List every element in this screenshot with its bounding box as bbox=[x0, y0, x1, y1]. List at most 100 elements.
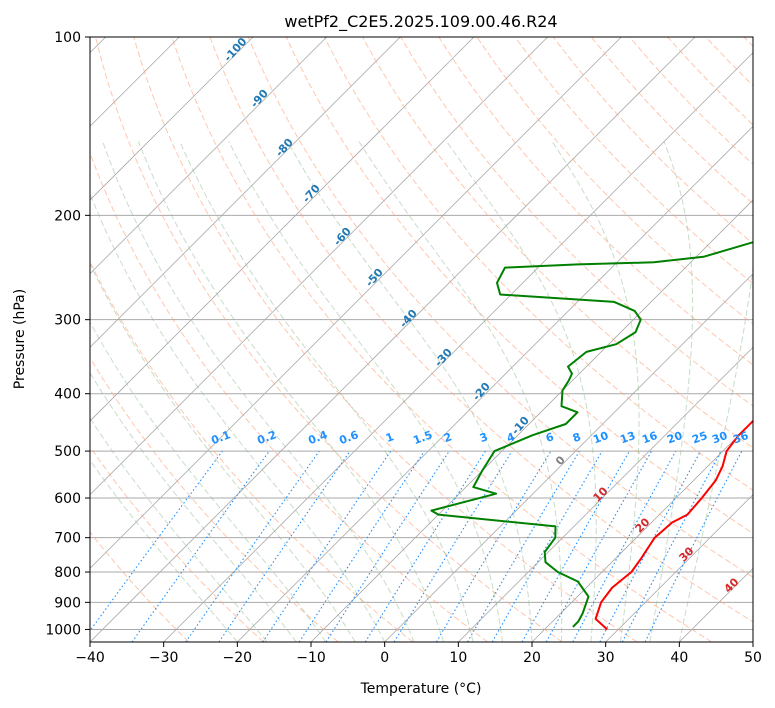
moist-adiabat bbox=[649, 141, 694, 642]
isotherm-gridline bbox=[163, 52, 753, 642]
mixing-ratio-label: 4 bbox=[505, 430, 517, 445]
isotherm-gridline bbox=[384, 273, 753, 642]
mixing-ratio-line bbox=[185, 450, 320, 642]
y-tick-label: 300 bbox=[54, 313, 81, 329]
mixing-ratio-line bbox=[325, 450, 450, 642]
moist-adiabat bbox=[90, 192, 386, 642]
y-tick-label: 600 bbox=[54, 491, 81, 507]
isotherm-gridline bbox=[90, 37, 548, 496]
x-tick-label: −40 bbox=[75, 650, 105, 666]
mixing-ratio-label: 1.5 bbox=[411, 428, 434, 447]
isotherm-gridline bbox=[90, 37, 401, 348]
x-tick-label: 30 bbox=[597, 650, 615, 666]
dry-adiabat-label: -90 bbox=[248, 87, 271, 111]
dry-adiabat bbox=[438, 37, 753, 366]
moist-adiabat bbox=[358, 141, 563, 642]
moist-adiabat bbox=[90, 262, 356, 642]
mixing-ratio-label: 20 bbox=[665, 429, 684, 447]
x-tick-label: 20 bbox=[523, 650, 541, 666]
x-axis: −40 −30 −20 −10 0 10 20 30 40 50 bbox=[75, 642, 762, 666]
mixing-ratio-line bbox=[262, 450, 392, 642]
mixing-ratio-label: 1 bbox=[384, 430, 396, 445]
y-tick-label: 800 bbox=[54, 565, 81, 581]
moist-adiabat-label: 30 bbox=[677, 544, 697, 564]
y-tick-label: 400 bbox=[54, 387, 81, 403]
mixing-ratio-label: 0.2 bbox=[255, 428, 278, 447]
dry-adiabat bbox=[743, 37, 753, 47]
dry-adiabat-label: -40 bbox=[397, 307, 420, 331]
mixing-ratio-label: 6 bbox=[544, 430, 556, 445]
y-tick-label: 1000 bbox=[45, 622, 81, 638]
isotherm-gridline bbox=[605, 494, 753, 642]
grid-layer bbox=[90, 37, 753, 642]
dry-adiabat-label: -20 bbox=[470, 380, 493, 404]
dry-adiabat bbox=[90, 151, 488, 642]
y-axis-title: Pressure (hPa) bbox=[12, 289, 28, 389]
moist-adiabat bbox=[179, 141, 474, 642]
mixing-ratio-line bbox=[131, 450, 270, 642]
mixing-ratio-label: 36 bbox=[731, 429, 750, 447]
dry-adiabat bbox=[90, 445, 264, 642]
y-tick-label: 100 bbox=[54, 30, 81, 46]
mixing-ratio-line bbox=[90, 450, 223, 632]
mixing-ratio-line bbox=[218, 450, 351, 642]
moist-adiabat bbox=[678, 264, 753, 642]
moist-adiabat bbox=[137, 141, 445, 642]
dry-adiabat bbox=[400, 37, 753, 407]
dry-adiabat-label: 0 bbox=[553, 453, 568, 468]
isotherm-gridline bbox=[90, 37, 475, 422]
series-layer bbox=[430, 241, 753, 631]
dry-adiabat bbox=[705, 37, 753, 87]
dry-adiabat-label: -80 bbox=[273, 136, 296, 160]
dry-adiabat bbox=[90, 531, 190, 642]
moist-adiabat bbox=[446, 141, 597, 642]
moist-adiabat-label: 10 bbox=[591, 484, 611, 504]
chart-title: wetPf2_C2E5.2025.109.00.46.R24 bbox=[284, 12, 557, 32]
mixing-ratio-label: 16 bbox=[640, 429, 659, 447]
moist-adiabat bbox=[287, 141, 533, 642]
isotherm-gridline bbox=[90, 37, 327, 275]
dry-adiabat-label: -60 bbox=[331, 225, 354, 249]
dry-adiabat-label: -70 bbox=[300, 182, 323, 206]
moist-adiabat-label: 40 bbox=[722, 575, 742, 595]
dry-adiabat bbox=[209, 37, 753, 623]
x-tick-label: 10 bbox=[449, 650, 467, 666]
x-tick-label: 0 bbox=[380, 650, 389, 666]
mixing-ratio-label: 0.6 bbox=[337, 428, 360, 447]
dry-adiabat bbox=[247, 37, 753, 578]
mixing-ratio-line bbox=[545, 450, 653, 642]
dry-adiabat bbox=[90, 260, 414, 642]
isotherm-gridline bbox=[90, 37, 696, 642]
dry-adiabat bbox=[95, 37, 563, 642]
moist-adiabat bbox=[228, 141, 503, 642]
mixing-ratio-layer bbox=[90, 450, 743, 642]
isotherm-gridline bbox=[752, 641, 753, 642]
x-tick-label: −30 bbox=[149, 650, 179, 666]
mixing-ratio-line bbox=[298, 450, 425, 642]
mixing-ratio-line bbox=[572, 450, 677, 642]
temperature-line bbox=[594, 419, 753, 631]
isotherm-gridline bbox=[90, 37, 622, 569]
moist-adiabat-label: 20 bbox=[633, 515, 653, 535]
isotherm-gridline bbox=[531, 420, 753, 642]
moist-adiabat bbox=[551, 141, 640, 642]
adiabat-layer bbox=[90, 37, 753, 642]
mixing-ratio-label: 30 bbox=[710, 429, 729, 447]
mixing-ratio-line bbox=[644, 450, 743, 642]
dry-adiabat bbox=[90, 356, 339, 642]
dry-adiabat bbox=[285, 37, 753, 535]
x-tick-label: −20 bbox=[223, 650, 253, 666]
mixing-ratio-label: 10 bbox=[591, 429, 610, 447]
dry-adiabat bbox=[362, 37, 753, 449]
y-tick-label: 700 bbox=[54, 531, 81, 547]
isopleth-labels: -100-90-80-70-60-50-40-30-20-10010203040… bbox=[209, 35, 750, 596]
mixing-ratio-label: 13 bbox=[618, 429, 637, 446]
y-tick-label: 200 bbox=[54, 208, 81, 224]
dry-adiabat-label: -50 bbox=[363, 266, 386, 290]
x-tick-label: 50 bbox=[744, 650, 762, 666]
isotherm-gridline bbox=[237, 125, 753, 642]
mixing-ratio-line bbox=[467, 450, 580, 642]
moist-adiabat bbox=[90, 417, 268, 642]
y-axis: 100 200 300 400 500 600 700 800 900 1000 bbox=[45, 30, 90, 638]
isotherm-gridline bbox=[310, 199, 753, 642]
